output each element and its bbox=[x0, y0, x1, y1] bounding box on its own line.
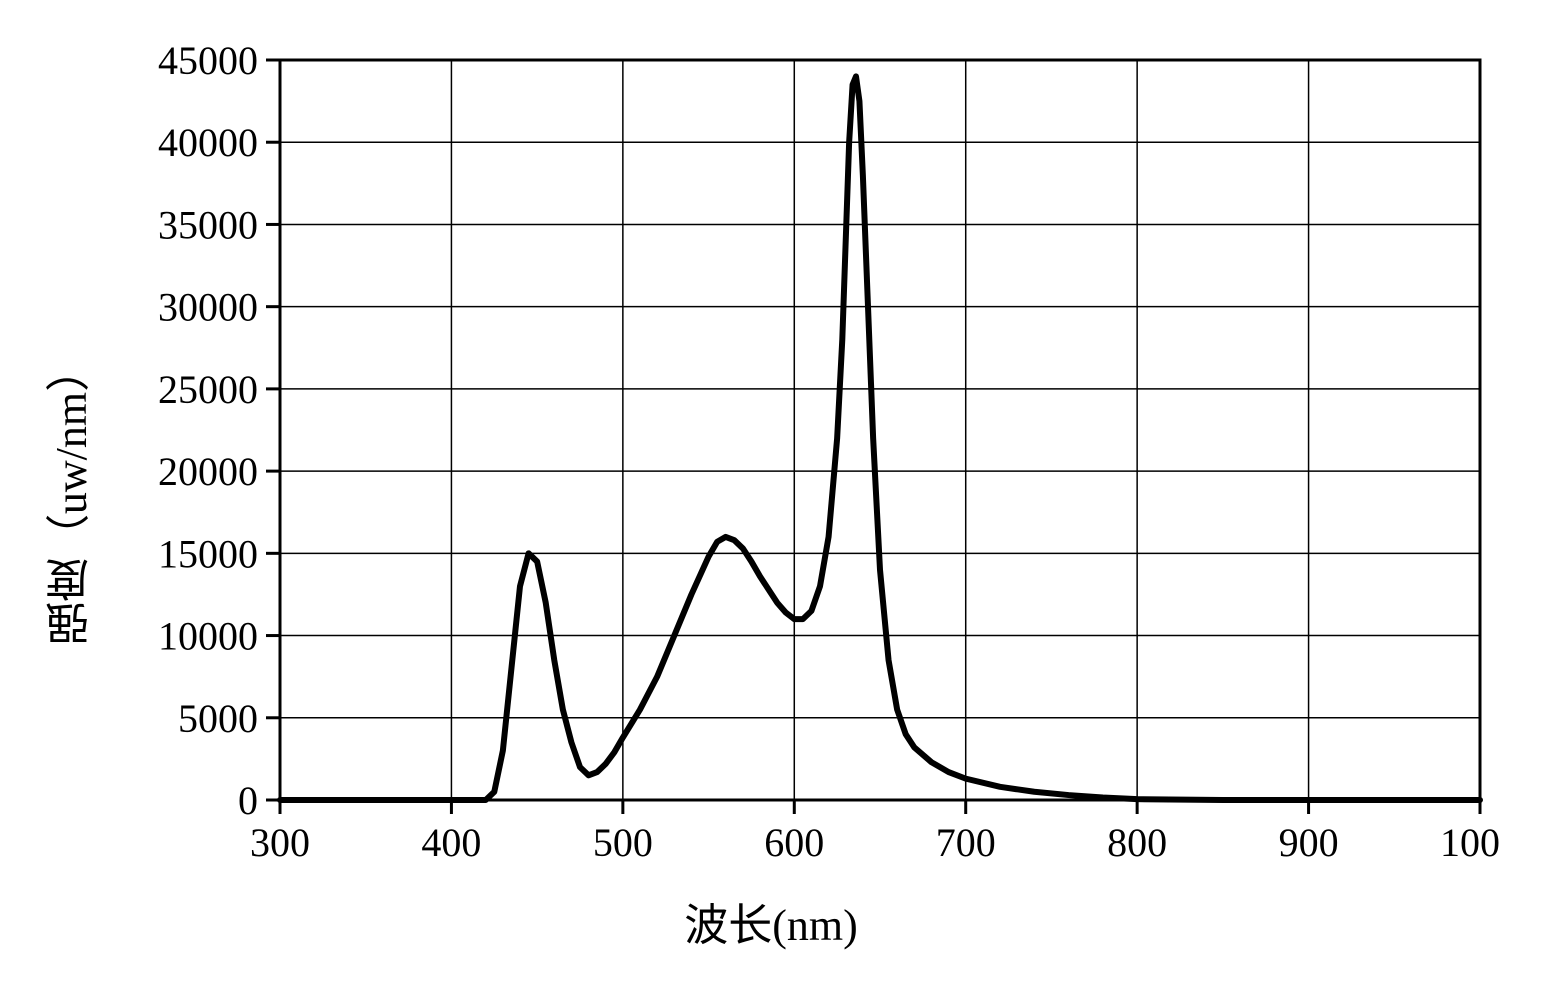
svg-text:300: 300 bbox=[250, 820, 310, 865]
svg-text:25000: 25000 bbox=[158, 367, 258, 412]
chart-svg: 3004005006007008009001000050001000015000… bbox=[40, 40, 1500, 890]
svg-text:400: 400 bbox=[421, 820, 481, 865]
svg-text:40000: 40000 bbox=[158, 120, 258, 165]
svg-text:800: 800 bbox=[1107, 820, 1167, 865]
svg-text:600: 600 bbox=[764, 820, 824, 865]
svg-text:1000: 1000 bbox=[1440, 820, 1500, 865]
svg-text:45000: 45000 bbox=[158, 40, 258, 83]
svg-text:35000: 35000 bbox=[158, 202, 258, 247]
svg-text:5000: 5000 bbox=[178, 696, 258, 741]
svg-text:0: 0 bbox=[238, 778, 258, 823]
svg-text:700: 700 bbox=[936, 820, 996, 865]
x-axis-label: 波长(nm) bbox=[684, 889, 858, 953]
svg-text:900: 900 bbox=[1279, 820, 1339, 865]
svg-text:30000: 30000 bbox=[158, 285, 258, 330]
svg-text:500: 500 bbox=[593, 820, 653, 865]
svg-text:15000: 15000 bbox=[158, 531, 258, 576]
svg-text:20000: 20000 bbox=[158, 449, 258, 494]
spectral-chart: 强度（uw/nm） 300400500600700800900100005000… bbox=[40, 40, 1502, 953]
svg-text:10000: 10000 bbox=[158, 614, 258, 659]
y-axis-label: 强度（uw/nm） bbox=[40, 347, 104, 645]
